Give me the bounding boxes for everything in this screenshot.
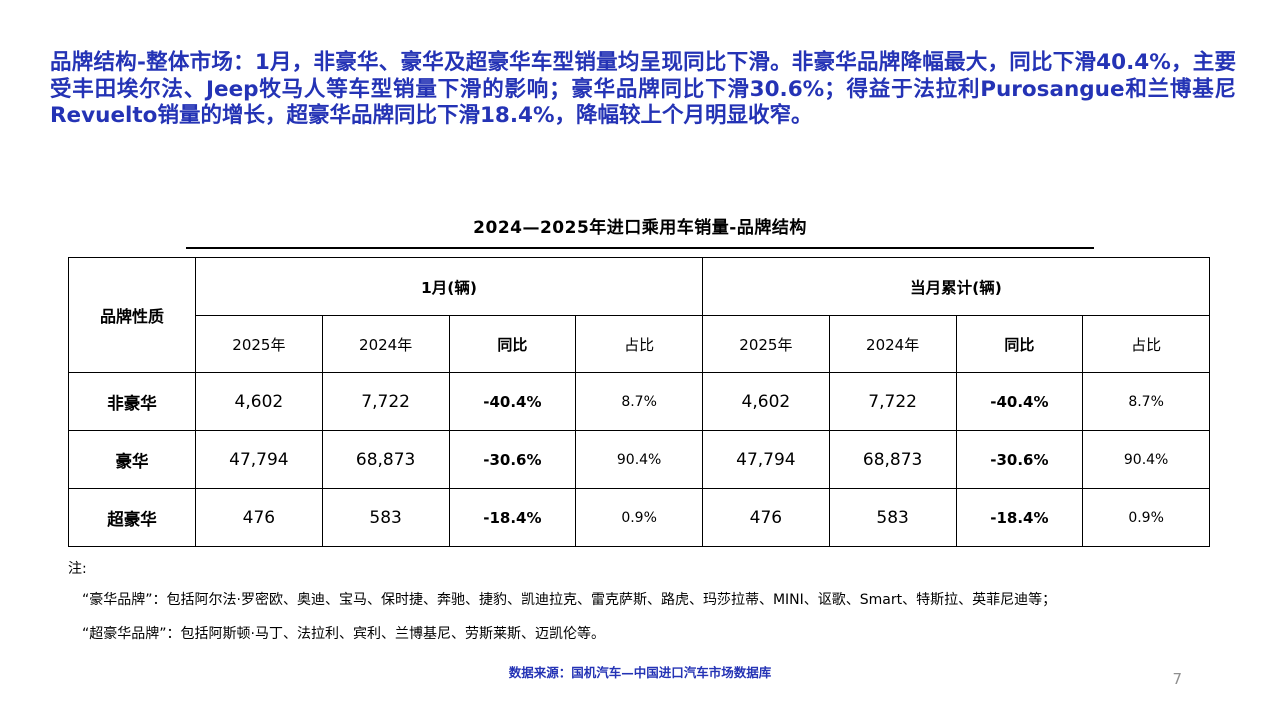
sub-header-yoy: 同比 [448, 315, 577, 373]
table-cell: 0.9% [575, 488, 703, 547]
slide-headline: 品牌结构-整体市场：1月，非豪华、豪华及超豪华车型销量均呈现同比下滑。非豪华品牌… [50, 50, 1236, 129]
table-cell: 47,794 [195, 430, 323, 489]
table-title-block: 2024—2025年进口乘用车销量-品牌结构 [186, 213, 1094, 249]
table-title: 2024—2025年进口乘用车销量-品牌结构 [473, 218, 807, 238]
table-row: 非豪华 4,602 7,722 -40.4% 8.7% 4,602 7,722 … [68, 372, 1210, 431]
table-cell: -40.4% [955, 372, 1084, 431]
sub-header-2024: 2024年 [828, 315, 957, 373]
row-label: 豪华 [68, 430, 196, 489]
group-header-cumulative: 当月累计(辆) [702, 257, 1210, 316]
table-row: 超豪华 476 583 -18.4% 0.9% 476 583 -18.4% 0… [68, 488, 1210, 547]
footnote-label: 注: [68, 561, 87, 577]
table-cell: -40.4% [448, 372, 577, 431]
group-header-month: 1月(辆) [195, 257, 703, 316]
footnote-luxury: “豪华品牌”：包括阿尔法·罗密欧、奥迪、宝马、保时捷、奔驰、捷豹、凯迪拉克、雷克… [82, 592, 1057, 608]
table-cell: 4,602 [195, 372, 323, 431]
table-cell: 583 [321, 488, 450, 547]
table-cell: 7,722 [828, 372, 957, 431]
sub-header-2025: 2025年 [702, 315, 830, 373]
table-cell: -30.6% [448, 430, 577, 489]
sub-header-share: 占比 [1082, 315, 1210, 373]
table-row: 豪华 47,794 68,873 -30.6% 90.4% 47,794 68,… [68, 430, 1210, 489]
footnote-super-luxury: “超豪华品牌”：包括阿斯顿·马丁、法拉利、宾利、兰博基尼、劳斯莱斯、迈凯伦等。 [82, 626, 605, 642]
table-cell: 47,794 [702, 430, 830, 489]
table-cell: -18.4% [448, 488, 577, 547]
table-cell: 90.4% [1082, 430, 1210, 489]
page-number: 7 [1172, 670, 1182, 688]
table-cell: 476 [702, 488, 830, 547]
sub-header-share: 占比 [575, 315, 703, 373]
row-label: 超豪华 [68, 488, 196, 547]
table-cell: 90.4% [575, 430, 703, 489]
table-cell: 8.7% [575, 372, 703, 431]
table-cell: 68,873 [321, 430, 450, 489]
row-label: 非豪华 [68, 372, 196, 431]
footnotes: 注: “豪华品牌”：包括阿尔法·罗密欧、奥迪、宝马、保时捷、奔驰、捷豹、凯迪拉克… [68, 558, 1208, 657]
table-cell: 0.9% [1082, 488, 1210, 547]
table-cell: 7,722 [321, 372, 450, 431]
table-cell: 583 [828, 488, 957, 547]
table-cell: -18.4% [955, 488, 1084, 547]
table-cell: 476 [195, 488, 323, 547]
sub-header-yoy: 同比 [955, 315, 1084, 373]
table-cell: -30.6% [955, 430, 1084, 489]
table-cell: 8.7% [1082, 372, 1210, 431]
sub-header-2024: 2024年 [321, 315, 450, 373]
data-source: 数据来源：国机汽车—中国进口汽车市场数据库 [508, 665, 772, 680]
table-cell: 4,602 [702, 372, 830, 431]
sub-header-2025: 2025年 [195, 315, 323, 373]
corner-header: 品牌性质 [68, 257, 196, 373]
brand-structure-table: 品牌性质 1月(辆) 当月累计(辆) 2025年 2024年 同比 占比 202… [68, 257, 1210, 547]
table-cell: 68,873 [828, 430, 957, 489]
